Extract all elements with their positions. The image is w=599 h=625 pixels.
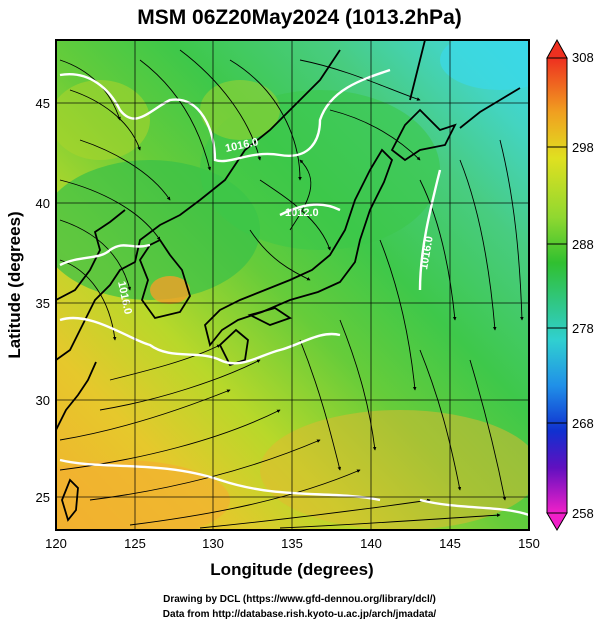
colorbar-tick-label: 298	[572, 140, 594, 155]
x-tick-label: 120	[45, 536, 67, 551]
y-tick-label: 40	[36, 196, 50, 211]
contour-label: 1016.0	[418, 235, 436, 270]
credit-data: Data from http://database.rish.kyoto-u.a…	[162, 609, 437, 620]
colorbar-tick-label: 308	[572, 50, 594, 65]
y-tick-label: 45	[36, 96, 50, 111]
y-tick-labels: 25 30 35 40 45	[36, 96, 50, 505]
graticule	[56, 40, 529, 530]
wind-streamlines	[59, 49, 524, 529]
x-tick-labels: 120 125 130 135 140 145 150	[45, 536, 540, 551]
colorbar-tick-label: 268	[572, 416, 594, 431]
contour-labels: 1016.0 1012.0 1016.0 1016.0	[115, 136, 436, 315]
x-tick-label: 130	[202, 536, 224, 551]
x-tick-label: 145	[439, 536, 461, 551]
x-tick-label: 125	[124, 536, 146, 551]
y-tick-label: 35	[36, 296, 50, 311]
colorbar	[546, 38, 568, 531]
y-axis-title: Latitude (degrees)	[5, 211, 24, 358]
colorbar-tick-label: 278	[572, 321, 594, 336]
colorbar-tick-label: 288	[572, 237, 594, 252]
page-title: MSM 06Z20May2024 (1013.2hPa)	[137, 6, 462, 29]
plot-frame	[55, 39, 530, 531]
coastlines	[56, 40, 521, 522]
y-tick-label: 30	[36, 393, 50, 408]
isobars	[59, 68, 529, 517]
colorbar-tick-label: 258	[572, 506, 594, 521]
colorbar-body	[546, 57, 568, 514]
contour-label: 1012.0	[285, 207, 319, 219]
credit-drawing: Drawing by DCL (https://www.gfd-dennou.o…	[163, 594, 436, 605]
colorbar-top-arrow	[546, 38, 568, 59]
x-tick-label: 135	[281, 536, 303, 551]
x-tick-label: 150	[518, 536, 540, 551]
x-axis-title: Longitude (degrees)	[210, 560, 373, 579]
colorbar-bottom-arrow	[546, 512, 568, 531]
x-tick-label: 140	[360, 536, 382, 551]
y-tick-label: 25	[36, 490, 50, 505]
colorbar-tick-labels: 308 298 288 278 268 258	[572, 50, 594, 521]
